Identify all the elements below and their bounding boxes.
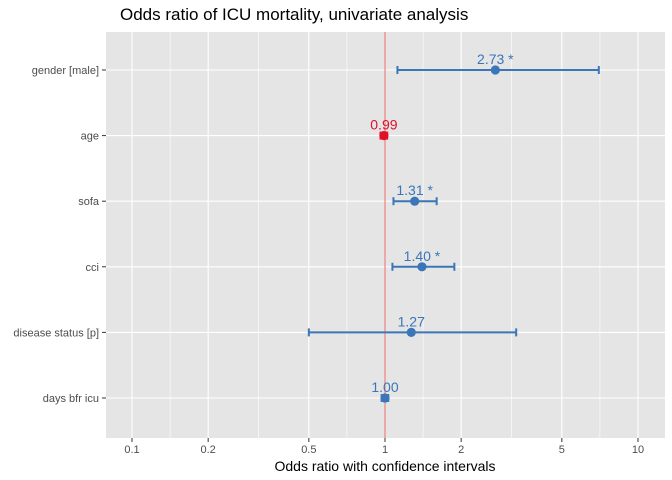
data-marks: 2.73 * 0.99 1.31 * 1.40 * 1.27 1.00 xyxy=(307,51,600,403)
estimate-point xyxy=(406,327,416,337)
chart-title: Odds ratio of ICU mortality, univariate … xyxy=(120,5,468,24)
estimate-point xyxy=(380,393,390,403)
x-tick-label: 5 xyxy=(559,444,565,456)
estimate-label: 1.40 * xyxy=(404,248,441,264)
estimate-point xyxy=(379,131,389,141)
x-tick-label: 2 xyxy=(458,444,464,456)
estimate-label: 0.99 xyxy=(370,117,397,133)
minor-gridlines xyxy=(169,32,601,438)
estimate-label: 2.73 * xyxy=(477,51,514,67)
x-tick-label: 0.2 xyxy=(201,444,216,456)
estimate-label: 1.00 xyxy=(371,379,398,395)
estimate-label: 1.31 * xyxy=(396,182,433,198)
y-tick-label: days bfr icu xyxy=(43,393,99,405)
y-tick-label: disease status [p] xyxy=(13,327,99,339)
estimate-point xyxy=(410,196,420,206)
x-axis: 0.1 0.2 0.5 1 2 5 10 xyxy=(124,438,644,456)
x-tick-label: 0.1 xyxy=(124,444,139,456)
x-axis-title: Odds ratio with confidence intervals xyxy=(275,458,496,474)
estimate-label: 1.27 xyxy=(398,313,425,329)
y-tick-label: sofa xyxy=(78,196,100,208)
estimate-point xyxy=(490,65,500,75)
x-tick-label: 0.5 xyxy=(301,444,316,456)
y-axis: gender [male] age sofa cci disease status [p… xyxy=(13,65,106,405)
x-tick-label: 10 xyxy=(632,444,644,456)
y-tick-label: gender [male] xyxy=(32,65,99,77)
x-tick-label: 1 xyxy=(382,444,388,456)
estimate-point xyxy=(417,262,427,272)
y-tick-label: cci xyxy=(86,262,99,274)
y-tick-label: age xyxy=(81,131,99,143)
